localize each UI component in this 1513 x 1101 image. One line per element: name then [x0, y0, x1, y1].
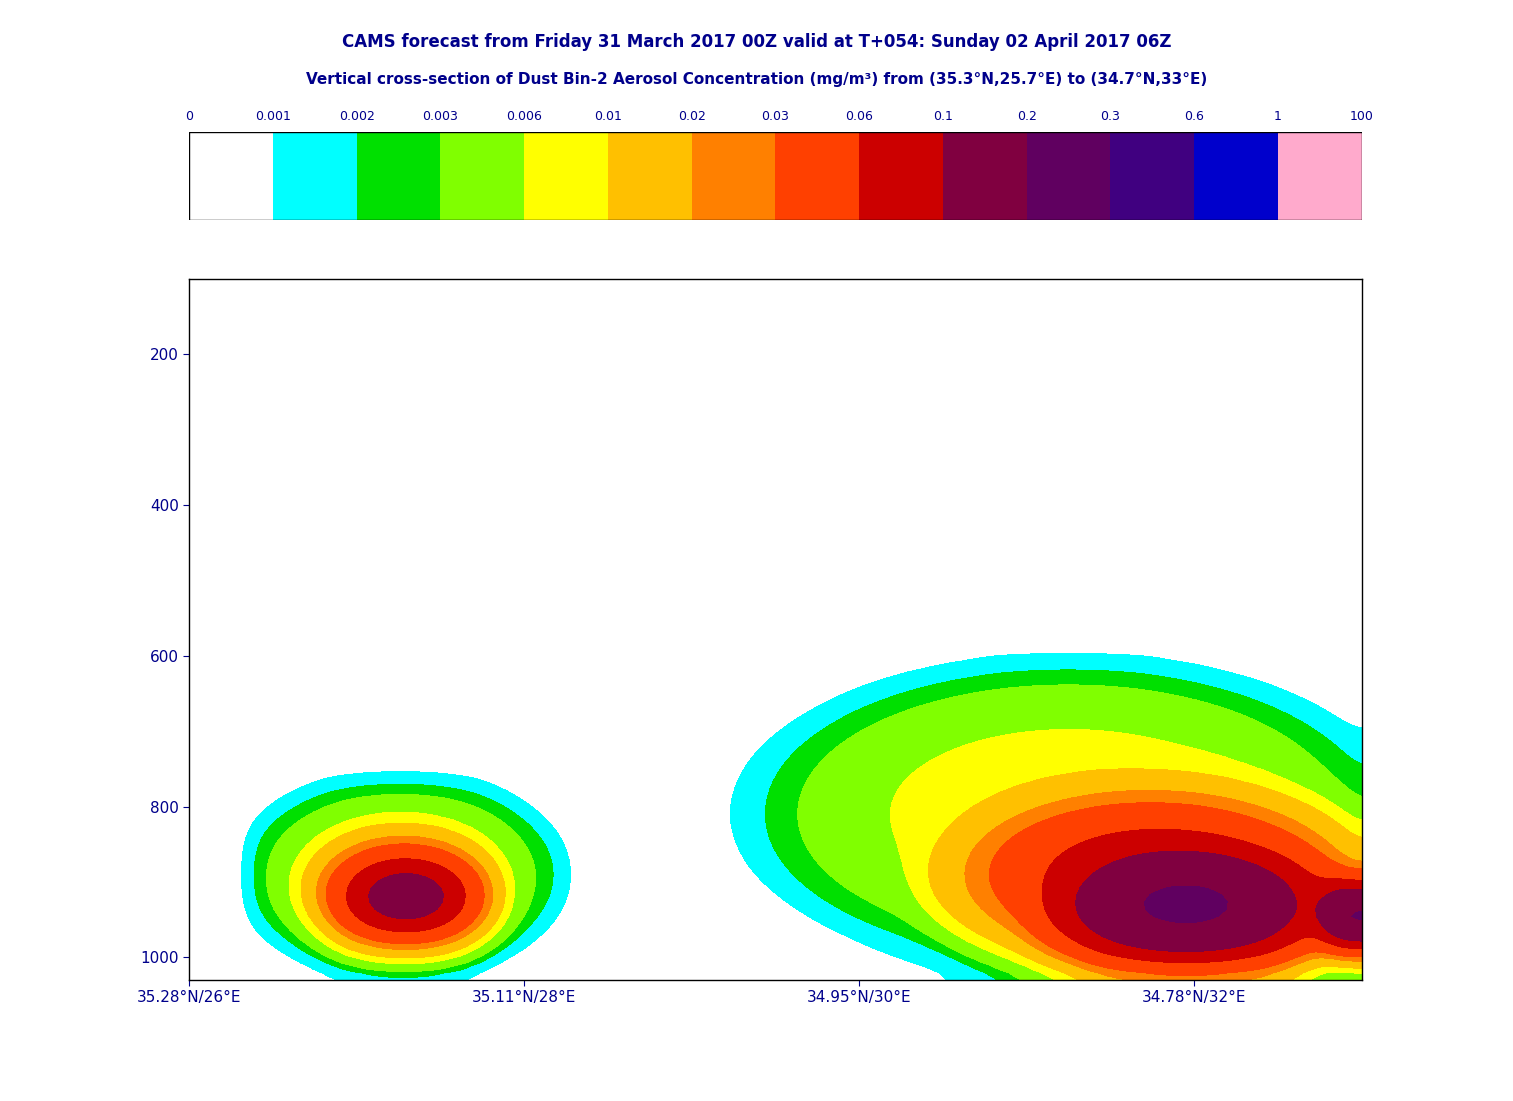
Text: 0.1: 0.1	[934, 110, 953, 123]
Text: 1: 1	[1274, 110, 1282, 123]
Text: 0.02: 0.02	[678, 110, 705, 123]
Text: 0.003: 0.003	[422, 110, 458, 123]
Bar	[1194, 132, 1278, 220]
Text: 0.6: 0.6	[1185, 110, 1204, 123]
Text: 0.01: 0.01	[595, 110, 622, 123]
Text: 0: 0	[185, 110, 194, 123]
Text: 0.006: 0.006	[507, 110, 542, 123]
Bar	[1278, 132, 1362, 220]
Bar	[357, 132, 440, 220]
Bar	[1111, 132, 1194, 220]
Bar	[440, 132, 523, 220]
Bar	[1027, 132, 1111, 220]
Text: 0.03: 0.03	[761, 110, 790, 123]
Text: Vertical cross-section of Dust Bin-2 Aerosol Concentration (mg/m³) from (35.3°N,: Vertical cross-section of Dust Bin-2 Aer…	[306, 72, 1207, 87]
Text: 0.06: 0.06	[846, 110, 873, 123]
Text: 0.002: 0.002	[339, 110, 375, 123]
Bar	[272, 132, 357, 220]
Text: 100: 100	[1350, 110, 1374, 123]
Text: CAMS forecast from Friday 31 March 2017 00Z valid at T+054: Sunday 02 April 2017: CAMS forecast from Friday 31 March 2017 …	[342, 33, 1171, 51]
Bar	[523, 132, 608, 220]
Bar	[691, 132, 775, 220]
Text: 0.001: 0.001	[256, 110, 290, 123]
Bar	[943, 132, 1027, 220]
Text: 0.3: 0.3	[1100, 110, 1120, 123]
Bar	[189, 132, 272, 220]
Text: 0.2: 0.2	[1017, 110, 1036, 123]
Bar	[608, 132, 691, 220]
Bar	[775, 132, 859, 220]
Bar	[859, 132, 943, 220]
